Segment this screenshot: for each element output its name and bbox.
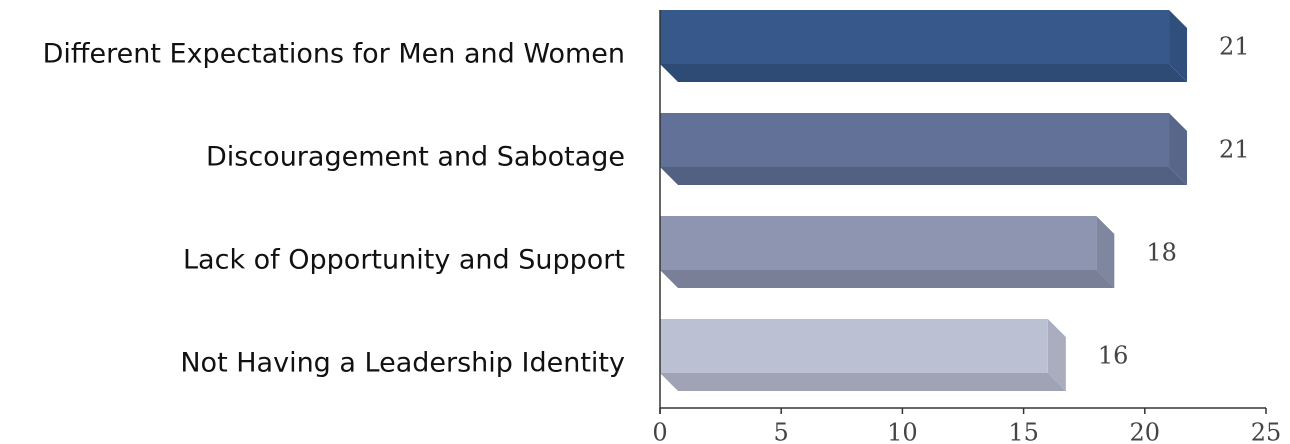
bar-bottom: [660, 167, 1188, 185]
category-label: Discouragement and Sabotage: [206, 142, 625, 173]
x-tick-label: 0: [652, 419, 667, 444]
bar-bottom: [660, 64, 1188, 82]
value-label: 16: [1098, 342, 1129, 370]
x-tick-label: 10: [887, 419, 918, 444]
bar: [660, 113, 1170, 167]
bar: [660, 319, 1048, 373]
x-tick-label: 15: [1008, 419, 1039, 444]
bar-bottom: [660, 270, 1115, 288]
x-tick-label: 20: [1130, 419, 1161, 444]
x-tick-label: 5: [774, 419, 789, 444]
x-tick-label: 25: [1251, 419, 1282, 444]
bar-side: [1096, 216, 1115, 288]
bar-side: [1169, 113, 1188, 185]
value-label: 18: [1146, 239, 1177, 267]
bar-side: [1169, 10, 1188, 82]
bar-bottom: [660, 373, 1066, 391]
category-label: Different Expectations for Men and Women: [43, 39, 625, 70]
category-label: Lack of Opportunity and Support: [183, 245, 625, 276]
bar: [660, 10, 1170, 64]
bar: [660, 216, 1097, 270]
value-label: 21: [1219, 136, 1250, 164]
bar-side: [1047, 319, 1066, 391]
category-label: Not Having a Leadership Identity: [180, 348, 625, 379]
value-label: 21: [1219, 33, 1250, 61]
